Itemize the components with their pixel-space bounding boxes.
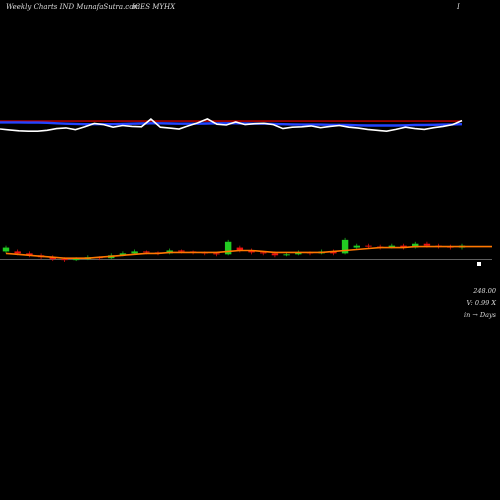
candle-body [213,253,220,255]
moving-average-line [5,245,492,260]
candle-body [61,259,68,261]
candle-body [260,252,267,254]
candle-body [119,253,127,256]
candle-body [423,243,431,246]
candle-body [14,251,21,254]
candle-body [341,239,349,254]
header-mark: I [457,3,460,11]
last-price-marker [477,262,481,266]
candle-body [271,253,279,256]
price-value: 248.00 [473,287,496,295]
site-title: Weekly Charts IND MunafaSutra.com [6,3,141,11]
candle-body [178,250,185,252]
candle-body [388,245,396,248]
volume-value: V: 0.99 X [466,299,496,307]
symbol-label: ICES MYHX [132,3,176,11]
indicator-panel [0,118,463,133]
candle-body [2,247,10,252]
candle-body [412,243,419,248]
candle-body [400,245,407,248]
candlestick-panel [0,237,492,266]
candle-body [283,254,290,256]
candle-body [330,251,337,254]
candle-body [131,251,138,254]
candle-body [72,259,80,261]
candle-body [26,253,33,256]
candle-body [143,251,150,253]
indicator-series-1 [0,118,463,133]
candle-body [295,252,302,255]
candle-body [224,241,232,255]
days-note: in → Days [464,311,496,319]
candle-body [236,247,244,251]
candle-body [248,250,255,253]
candle-body [49,257,56,260]
candle-body [365,245,372,247]
candle-body [353,245,360,248]
